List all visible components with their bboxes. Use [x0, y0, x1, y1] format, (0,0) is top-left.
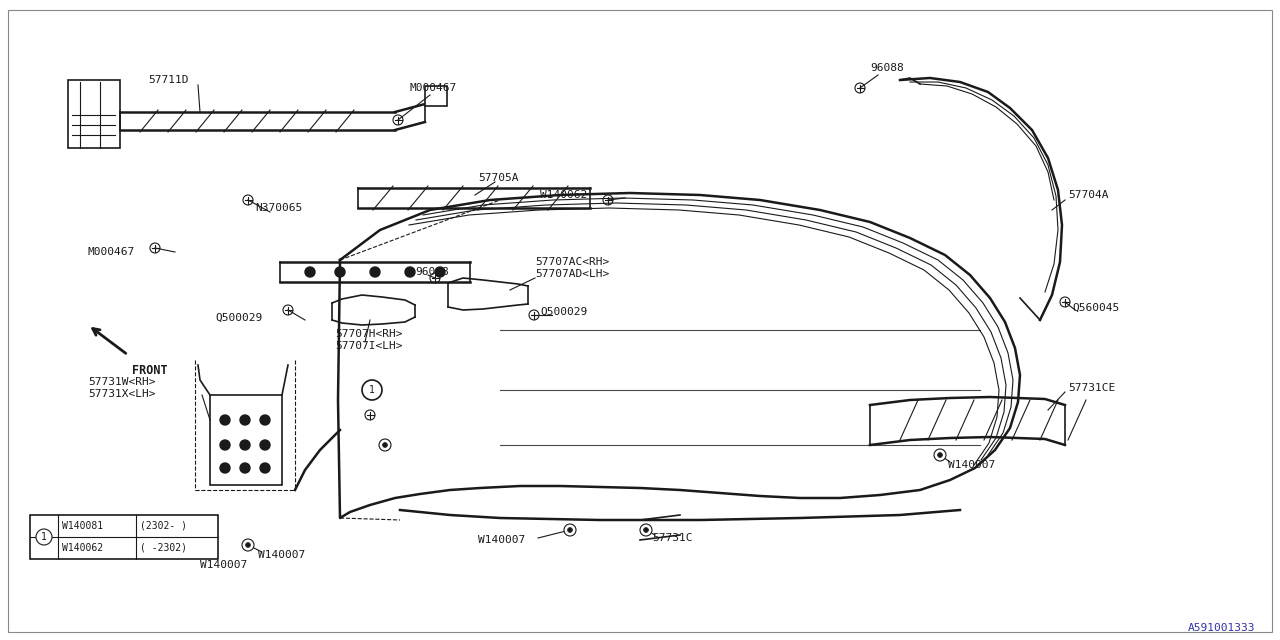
Circle shape [220, 440, 230, 450]
Text: W140007: W140007 [477, 535, 525, 545]
Circle shape [934, 449, 946, 461]
Circle shape [383, 443, 388, 447]
Text: A591001333: A591001333 [1188, 623, 1254, 633]
Circle shape [241, 415, 250, 425]
Text: 57707H<RH>
57707I<LH>: 57707H<RH> 57707I<LH> [335, 329, 402, 351]
Text: 1: 1 [369, 385, 375, 395]
Circle shape [335, 267, 346, 277]
Text: 57704A: 57704A [1068, 190, 1108, 200]
Text: 57731CE: 57731CE [1068, 383, 1115, 393]
Text: W140007: W140007 [200, 560, 247, 570]
Text: ( -2302): ( -2302) [140, 543, 187, 553]
Circle shape [379, 439, 390, 451]
Text: Q500029: Q500029 [215, 313, 262, 323]
Text: 57707AC<RH>
57707AD<LH>: 57707AC<RH> 57707AD<LH> [535, 257, 609, 279]
Circle shape [242, 539, 253, 551]
Circle shape [246, 543, 251, 547]
Text: 96088: 96088 [870, 63, 904, 73]
Text: 57731C: 57731C [652, 533, 692, 543]
Circle shape [370, 267, 380, 277]
Text: Q500029: Q500029 [540, 307, 588, 317]
Text: W140007: W140007 [259, 550, 305, 560]
Text: 57731W<RH>
57731X<LH>: 57731W<RH> 57731X<LH> [88, 377, 155, 399]
Bar [68, 80, 120, 148]
Text: W140007: W140007 [948, 460, 996, 470]
Bar [29, 515, 218, 559]
Text: FRONT: FRONT [132, 364, 168, 376]
Text: 57711D: 57711D [148, 75, 188, 85]
Circle shape [260, 463, 270, 473]
Text: Q560045: Q560045 [1073, 303, 1119, 313]
Circle shape [567, 527, 572, 532]
Circle shape [36, 529, 52, 545]
Text: 96088: 96088 [415, 267, 449, 277]
Circle shape [644, 527, 649, 532]
Circle shape [435, 267, 445, 277]
Text: W140062: W140062 [540, 190, 588, 200]
Circle shape [404, 267, 415, 277]
Circle shape [220, 463, 230, 473]
Circle shape [564, 524, 576, 536]
Circle shape [241, 440, 250, 450]
Circle shape [260, 440, 270, 450]
Circle shape [937, 452, 942, 458]
Circle shape [640, 524, 652, 536]
Text: M000467: M000467 [88, 247, 136, 257]
Text: W140062: W140062 [61, 543, 104, 553]
Text: W140081: W140081 [61, 521, 104, 531]
Text: 57705A: 57705A [477, 173, 518, 183]
Circle shape [260, 415, 270, 425]
Text: (2302- ): (2302- ) [140, 521, 187, 531]
Bar [425, 86, 447, 106]
Circle shape [241, 463, 250, 473]
Text: N370065: N370065 [255, 203, 302, 213]
Circle shape [362, 380, 381, 400]
Circle shape [220, 415, 230, 425]
Bar [210, 395, 282, 485]
Text: M000467: M000467 [410, 83, 457, 93]
Circle shape [305, 267, 315, 277]
Text: 1: 1 [41, 532, 47, 542]
